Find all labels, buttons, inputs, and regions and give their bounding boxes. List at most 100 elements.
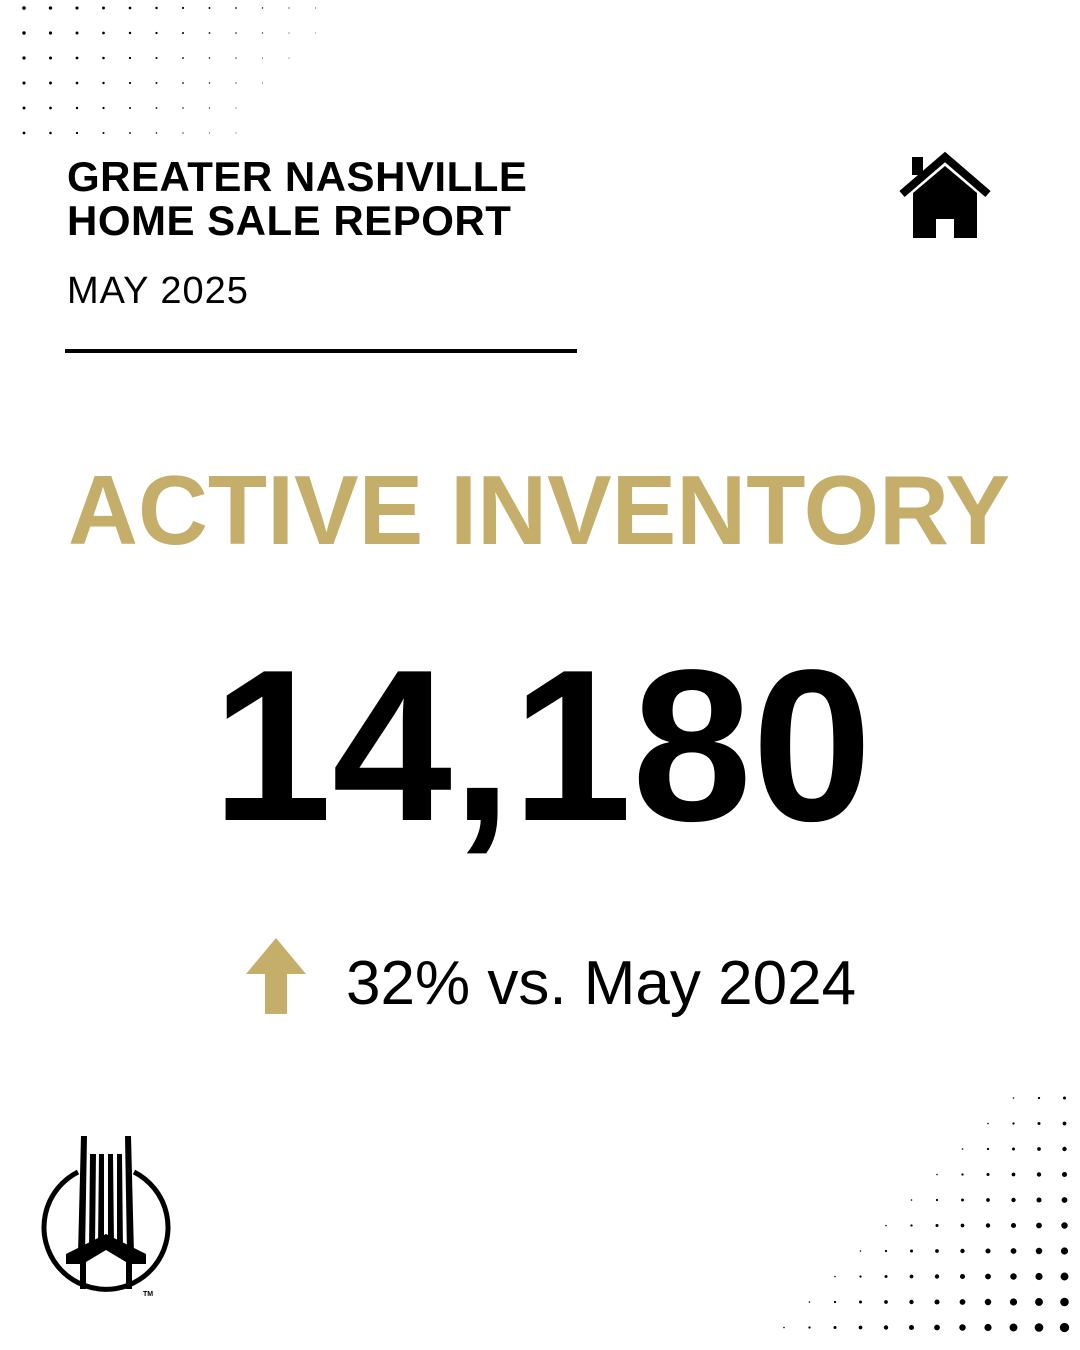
dot xyxy=(182,107,184,109)
dot xyxy=(129,107,131,109)
dot xyxy=(1037,1122,1041,1125)
dot xyxy=(960,1223,965,1228)
metric-label: ACTIVE INVENTORY xyxy=(68,455,1010,565)
dot xyxy=(1011,1172,1016,1177)
dot xyxy=(182,57,184,59)
dot xyxy=(235,107,237,109)
dot xyxy=(808,1326,811,1329)
dot xyxy=(908,1324,915,1331)
dot xyxy=(102,6,105,10)
dot xyxy=(208,82,211,84)
dot xyxy=(935,1198,939,1202)
dot xyxy=(22,81,26,85)
dot xyxy=(910,1249,913,1253)
dot xyxy=(1010,1248,1017,1254)
dot xyxy=(960,1248,965,1254)
dot xyxy=(22,56,26,60)
dot xyxy=(884,1300,888,1304)
metric-change: 32% vs. May 2024 xyxy=(346,949,857,1018)
dot xyxy=(1036,1222,1042,1229)
dot xyxy=(261,32,264,34)
dot xyxy=(181,6,185,10)
company-logo: TM xyxy=(41,1136,171,1298)
dot xyxy=(75,31,79,35)
dot xyxy=(985,1273,991,1280)
dot xyxy=(883,1325,889,1330)
dot xyxy=(155,56,158,60)
dot xyxy=(935,1224,939,1227)
dot xyxy=(1037,1096,1041,1100)
dot xyxy=(859,1275,862,1278)
dot xyxy=(833,1300,837,1304)
dot xyxy=(1060,1297,1069,1307)
dot xyxy=(102,81,105,85)
dot xyxy=(48,31,53,35)
dot xyxy=(1035,1272,1043,1281)
dot xyxy=(1061,1222,1068,1229)
dot xyxy=(128,56,132,60)
dot xyxy=(1011,1197,1016,1203)
divider xyxy=(65,349,577,353)
dot-pattern-top-left xyxy=(22,6,316,135)
dot xyxy=(208,7,211,9)
dot-pattern-bottom-right xyxy=(783,1096,1070,1333)
dot xyxy=(1035,1247,1043,1255)
dot xyxy=(315,32,316,34)
dot xyxy=(959,1299,966,1305)
dot xyxy=(1035,1298,1043,1306)
dot xyxy=(910,1199,913,1201)
dot xyxy=(128,6,132,10)
dot xyxy=(155,82,158,84)
trademark-mark: TM xyxy=(143,1291,153,1298)
dot xyxy=(1059,1322,1070,1333)
dot xyxy=(859,1250,862,1252)
dot xyxy=(986,1198,990,1202)
dot xyxy=(1010,1222,1017,1229)
dot xyxy=(1060,1247,1069,1255)
dot xyxy=(833,1326,837,1329)
dot xyxy=(858,1325,863,1330)
dot xyxy=(985,1223,991,1228)
dot xyxy=(1012,1147,1015,1151)
dot xyxy=(1037,1147,1041,1151)
dot xyxy=(808,1301,811,1303)
dot xyxy=(155,6,158,10)
dot xyxy=(936,1173,938,1176)
dot xyxy=(961,1173,964,1176)
report-title: GREATER NASHVILLE HOME SALE REPORT xyxy=(67,155,527,243)
dot xyxy=(261,7,264,9)
dot xyxy=(182,132,184,134)
dot xyxy=(75,81,79,85)
dot xyxy=(1062,1146,1067,1152)
dot xyxy=(235,32,237,34)
dot xyxy=(315,7,316,9)
dot xyxy=(1063,1096,1066,1100)
dot xyxy=(1012,1122,1015,1125)
dot xyxy=(129,132,131,134)
dot xyxy=(1010,1273,1017,1280)
dot xyxy=(155,31,158,35)
dot xyxy=(49,131,52,135)
report-title-line2: HOME SALE REPORT xyxy=(67,197,512,244)
dot xyxy=(288,57,290,59)
dot xyxy=(885,1224,887,1227)
dot xyxy=(208,132,211,134)
dot xyxy=(834,1275,836,1278)
dot xyxy=(182,32,184,34)
dot xyxy=(884,1275,888,1278)
dot xyxy=(984,1323,992,1332)
dot xyxy=(1009,1323,1018,1332)
dot xyxy=(128,81,132,85)
dot xyxy=(182,82,184,84)
dot xyxy=(155,107,158,109)
dot xyxy=(49,106,52,110)
dot xyxy=(934,1324,940,1331)
dot xyxy=(959,1324,966,1331)
dot xyxy=(22,6,26,10)
dot xyxy=(22,31,26,35)
dot xyxy=(1061,1171,1068,1178)
dot xyxy=(986,1173,990,1176)
dot xyxy=(859,1300,862,1304)
dot xyxy=(102,56,105,60)
dot xyxy=(288,7,290,9)
